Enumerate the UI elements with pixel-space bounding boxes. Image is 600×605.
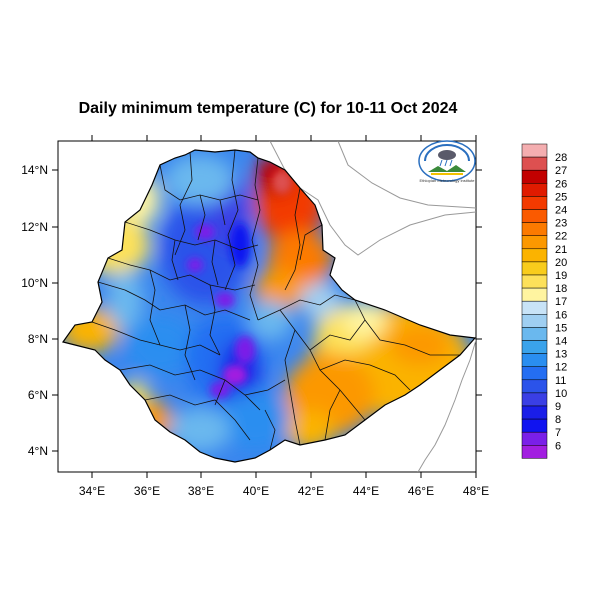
colorbar-label: 28 xyxy=(555,152,567,164)
lat-tick-label: 14°N xyxy=(21,163,48,177)
colorbar-swatch xyxy=(521,274,548,289)
ethiopian-meteorology-institute-logo: Ethiopian Meteorology Institute xyxy=(418,140,476,183)
colorbar-swatch xyxy=(521,196,548,210)
colorbar-swatch xyxy=(521,209,548,223)
colorbar-label: 8 xyxy=(555,414,561,426)
colorbar-label: 9 xyxy=(555,401,561,413)
lon-tick-label: 42°E xyxy=(298,484,324,498)
colorbar-swatch xyxy=(521,314,548,328)
colorbar-label: 13 xyxy=(555,349,567,361)
colorbar-swatch xyxy=(521,379,548,394)
axis-ticks: 34°E 36°E 38°E 40°E 42°E 44°E 46°E 48°E 14°N 12°N… xyxy=(21,135,489,498)
colorbar-swatch xyxy=(521,235,548,250)
colorbar-label: 19 xyxy=(555,270,567,282)
lon-tick-label: 46°E xyxy=(408,484,434,498)
admin-boundaries xyxy=(91,150,460,451)
colorbar-swatch xyxy=(521,366,548,381)
colorbar-label: 12 xyxy=(555,362,567,374)
colorbar-swatch xyxy=(521,169,548,184)
colorbar-swatch xyxy=(521,222,548,236)
colorbar-swatch xyxy=(521,156,548,171)
colorbar-label: 7 xyxy=(555,427,561,439)
colorbar-label: 18 xyxy=(555,283,567,295)
colorbar-swatch xyxy=(521,327,548,341)
colorbar-label: 15 xyxy=(555,322,567,334)
colorbar-label: 11 xyxy=(555,375,566,387)
colorbar-label: 26 xyxy=(555,178,567,190)
colorbar-label: 23 xyxy=(555,218,567,230)
colorbar-label: 25 xyxy=(555,191,567,203)
colorbar-label: 24 xyxy=(555,205,567,217)
colorbar-swatch xyxy=(521,392,548,407)
lon-tick-label: 48°E xyxy=(463,484,489,498)
lat-tick-label: 12°N xyxy=(21,220,48,234)
lat-tick-label: 4°N xyxy=(28,444,48,458)
colorbar-label: 27 xyxy=(555,165,567,177)
colorbar-swatch xyxy=(521,248,548,263)
colorbar-label: 14 xyxy=(555,336,567,348)
colorbar-label: 10 xyxy=(555,388,567,400)
lon-tick-label: 40°E xyxy=(243,484,269,498)
lon-tick-label: 38°E xyxy=(188,484,214,498)
lat-tick-label: 6°N xyxy=(28,388,48,402)
svg-text:Ethiopian Meteorology Institut: Ethiopian Meteorology Institute xyxy=(420,178,476,183)
colorbar-swatch xyxy=(521,183,548,197)
lon-tick-label: 36°E xyxy=(134,484,160,498)
colorbar-label: 6 xyxy=(555,440,561,452)
colorbar-swatch xyxy=(521,445,548,459)
colorbar-label: 20 xyxy=(555,257,567,269)
colorbar-label: 17 xyxy=(555,296,567,308)
lon-tick-label: 34°E xyxy=(79,484,105,498)
colorbar-swatch xyxy=(521,261,548,276)
lat-tick-label: 10°N xyxy=(21,276,48,290)
colorbar-swatch xyxy=(521,287,548,302)
colorbar-label: 22 xyxy=(555,231,567,243)
colorbar-label: 16 xyxy=(555,309,567,321)
colorbar-swatch xyxy=(521,143,548,158)
lon-tick-label: 44°E xyxy=(353,484,379,498)
lat-tick-label: 8°N xyxy=(28,332,48,346)
colorbar-label: 21 xyxy=(555,244,567,256)
colorbar-swatch xyxy=(521,431,548,446)
colorbar-swatch xyxy=(521,340,548,354)
colorbar-swatch xyxy=(521,353,548,367)
colorbar-swatch xyxy=(521,418,548,433)
map-title: Daily minimum temperature (C) for 10-11 … xyxy=(79,100,458,117)
colorbar-swatch xyxy=(521,300,548,315)
colorbar-swatch xyxy=(521,405,548,420)
